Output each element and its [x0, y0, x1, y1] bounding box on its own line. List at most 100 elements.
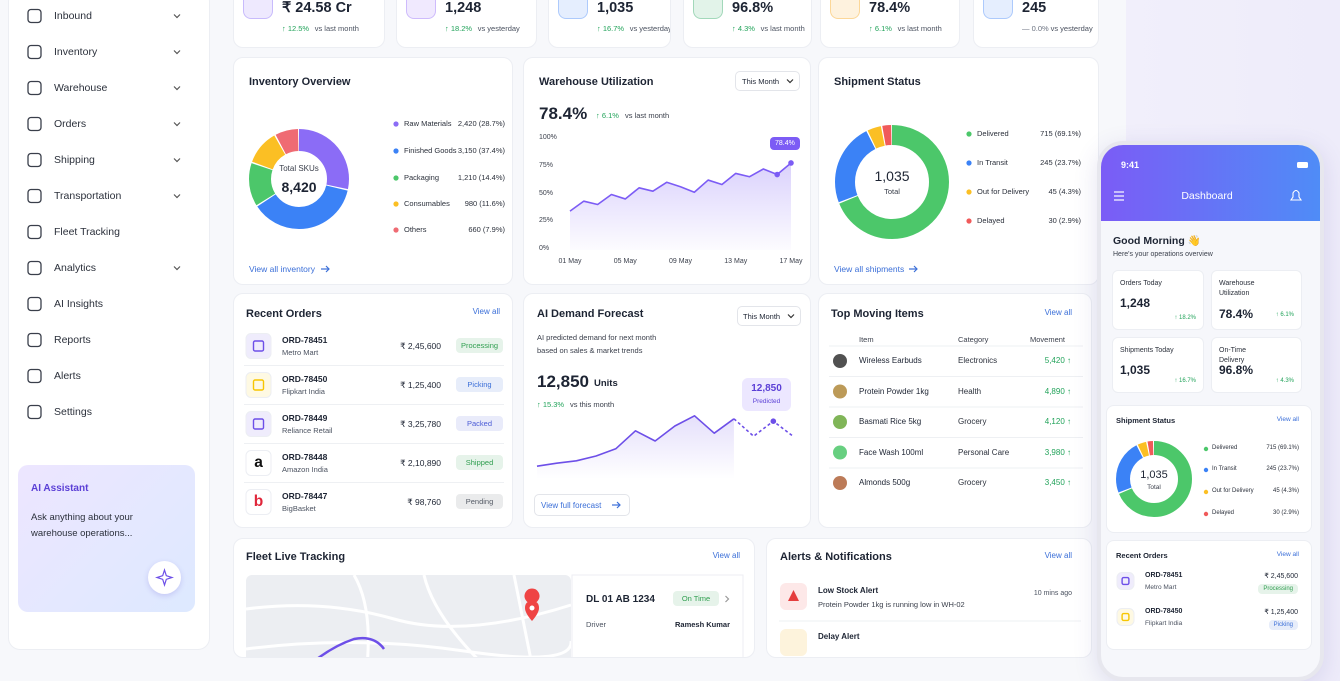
x-tick-label: 17 May — [779, 258, 803, 265]
item-category: Health — [958, 386, 982, 396]
legend-value: 660 (7.9%) — [468, 225, 505, 234]
period-dropdown[interactable]: This Month — [735, 71, 800, 91]
nav-icon — [27, 188, 42, 204]
forecast-link[interactable]: View full forecast — [534, 494, 630, 516]
map-road — [245, 603, 572, 628]
predicted-badge: 12,850 Predicted — [742, 378, 791, 411]
sparkle-icon — [155, 568, 174, 587]
nav-item[interactable]: AI Insights — [54, 298, 104, 310]
description: AI predicted demand for next month — [537, 333, 657, 342]
x-tick-label: 05 May — [613, 258, 637, 265]
legend-value: 245 (23.7%) — [1266, 466, 1299, 472]
donut-center-label: Total — [884, 187, 900, 196]
nav-item[interactable]: Shipping — [54, 154, 95, 166]
chevron — [173, 14, 181, 19]
view-all[interactable]: View all — [472, 307, 500, 316]
greeting: Good Morning 👋 — [1113, 235, 1201, 247]
area — [537, 415, 734, 479]
graphic — [829, 345, 1083, 490]
nav-item[interactable]: Orders — [54, 118, 87, 130]
assistant-text: Ask anything about your warehouse operat… — [31, 512, 133, 539]
nav-item[interactable]: Alerts — [54, 370, 81, 382]
phone-kpi-card: Shipments Today 1,035 ↑ 16.7% — [1112, 337, 1204, 393]
card-title: Fleet Live Tracking — [246, 551, 346, 563]
view-all[interactable]: View all — [1044, 551, 1072, 560]
nav-item[interactable]: Inventory — [54, 46, 98, 58]
kpi-card: 1,035 ↑ 16.7% vs yesterday — [548, 0, 671, 48]
graphic — [1116, 572, 1135, 626]
donut-center-value: 1,035 — [1140, 469, 1168, 481]
customer: Flipkart India — [1145, 620, 1183, 627]
arrow — [616, 501, 621, 509]
item-name: Basmati Rice 5kg — [859, 417, 922, 426]
kpi-card: 96.8% ↑ 4.3% vs last month — [683, 0, 812, 48]
area — [570, 162, 791, 250]
card-title: Recent Orders — [246, 308, 322, 320]
card-title: Warehouse Utilization — [539, 76, 654, 88]
nav-item[interactable]: Inbound — [54, 10, 92, 22]
phone-kpi-change: ↑ 16.7% — [1174, 378, 1196, 384]
view-all[interactable]: View all — [1044, 308, 1072, 317]
view-all[interactable]: View all — [1276, 551, 1299, 558]
legend-dot — [393, 201, 399, 207]
kpi-card: ₹ 24.58 Cr ↑ 12.5% vs last month — [233, 0, 385, 48]
nav-item[interactable]: Reports — [54, 334, 91, 346]
amount: ₹ 2,45,600 — [1264, 573, 1298, 580]
ai-demand-forecast-card: AI Demand Forecast This Month AI predicted… — [523, 293, 811, 528]
item-movement: 3,980 ↑ — [1044, 447, 1071, 457]
legend-value: 30 (2.9%) — [1272, 510, 1299, 516]
legend-dot — [966, 131, 972, 137]
status-pill: Picking — [456, 377, 503, 392]
donut-segment — [1116, 441, 1192, 517]
donut-center-label: Total SKUs — [279, 164, 319, 173]
legend-value: 2,420 (28.7%) — [457, 119, 505, 128]
customer-logo — [1116, 572, 1135, 590]
nav-item[interactable]: Fleet Tracking — [54, 226, 120, 238]
line — [569, 162, 792, 212]
nav-icon — [27, 116, 42, 132]
link[interactable]: View all shipments — [834, 264, 905, 274]
nav-icon — [27, 8, 42, 24]
assistant-button[interactable] — [148, 561, 181, 594]
kpi-card: 1,248 ↑ 18.2% vs yesterday — [396, 0, 537, 48]
phone-kpi-value: 1,248 — [1120, 296, 1151, 310]
order-id: ORD-78450 — [282, 374, 328, 384]
nav-item[interactable]: Analytics — [54, 262, 97, 274]
map-road — [352, 574, 370, 657]
logo-icon — [1121, 576, 1130, 586]
legend-value: 715 (69.1%) — [1040, 129, 1081, 138]
period-dropdown[interactable]: This Month — [737, 306, 801, 326]
link[interactable]: View all inventory — [249, 264, 315, 274]
ai-assistant-card: AI Assistant Ask anything about your ware… — [18, 465, 195, 612]
item-category: Grocery — [958, 417, 987, 426]
phone-kpi-change: ↑ 4.3% — [1275, 378, 1294, 384]
kpi-period: vs last month — [760, 24, 805, 33]
line — [536, 415, 735, 467]
card-title: Recent Orders — [1116, 551, 1168, 560]
fleet-tracking-card: Fleet Live Tracking View all DL 01 AB 1234… — [233, 538, 755, 658]
chevron — [173, 122, 181, 127]
kpi-icon — [693, 0, 723, 19]
customer: Reliance Retail — [282, 426, 333, 435]
item-category: Grocery — [958, 478, 987, 487]
kpi-change: ↑ 6.1% — [869, 24, 892, 33]
nav-item[interactable]: Warehouse — [54, 82, 108, 94]
driver-name: Ramesh Kumar — [675, 620, 731, 629]
nav-item[interactable]: Transportation — [54, 190, 122, 202]
nav-item[interactable]: Settings — [54, 406, 92, 418]
view-all[interactable]: View all — [1276, 416, 1299, 423]
graphic — [27, 8, 181, 420]
y-tick-label: 0% — [539, 245, 550, 252]
recent-orders-card: Recent Orders View all ORD-78451 Metro Mart… — [233, 293, 513, 528]
legend-label: Delivered — [977, 129, 1009, 138]
phone-kpi-label: Orders Today — [1120, 280, 1162, 287]
dropdown-label: This Month — [742, 77, 780, 86]
legend-label: Others — [404, 225, 427, 234]
phone-kpi-change: ↑ 18.2% — [1174, 315, 1196, 321]
view-all[interactable]: View all — [712, 551, 740, 560]
phone-kpi-card: Warehouse Utilization 78.4% ↑ 6.1% — [1211, 270, 1302, 330]
alert-text: Protein Powder 1kg is running low in WH-… — [818, 600, 965, 609]
phone-kpi-change: ↑ 6.1% — [1275, 312, 1294, 318]
kpi-icon — [406, 0, 436, 19]
customer: BigBasket — [282, 504, 316, 513]
